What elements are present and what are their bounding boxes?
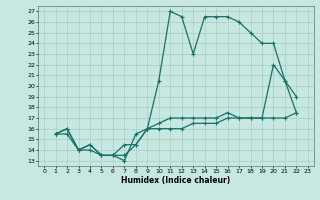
X-axis label: Humidex (Indice chaleur): Humidex (Indice chaleur) (121, 176, 231, 185)
